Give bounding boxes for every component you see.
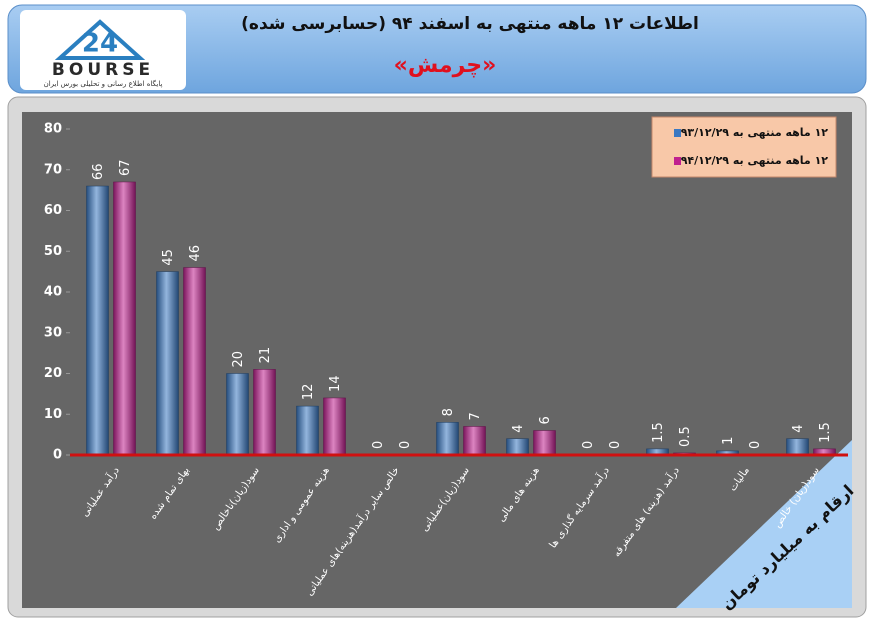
bar — [436, 422, 459, 456]
plot-panel — [22, 112, 852, 608]
value-label: 12 — [301, 384, 316, 401]
y-tick-label: 50 — [44, 244, 62, 259]
value-label: 0 — [748, 441, 763, 449]
page-subtitle: «چرمش» — [394, 53, 497, 78]
bar — [786, 438, 809, 456]
header-panel — [7, 4, 867, 94]
bar — [156, 271, 179, 456]
bar — [253, 369, 276, 456]
value-label: 66 — [91, 164, 106, 181]
y-tick-label: 80 — [44, 122, 62, 137]
y-tick-label: 70 — [44, 162, 62, 177]
legend-label: ۱۲ ماهه منتهی به ۹۳/۱۲/۲۹ — [681, 126, 829, 139]
value-label: 1.5 — [818, 422, 833, 443]
value-label: 4 — [511, 424, 526, 432]
logo-mark — [54, 19, 146, 60]
value-label: 67 — [118, 159, 133, 176]
bar — [323, 397, 346, 456]
logo-tagline: پایگاه اطلاع رسانی و تحلیلی بورس ایران — [44, 79, 163, 88]
value-label: 0 — [371, 441, 386, 449]
page-title: اطلاعات ۱۲ ماهه منتهی به اسفند ۹۴ (حسابر… — [241, 14, 699, 34]
value-label: 0 — [398, 441, 413, 449]
bar — [463, 426, 486, 456]
value-label: 0 — [608, 441, 623, 449]
value-label: 46 — [188, 245, 203, 262]
value-label: 0.5 — [678, 426, 693, 447]
value-label: 8 — [441, 408, 456, 416]
annotation-band — [676, 440, 852, 608]
bar — [226, 373, 249, 456]
value-label: 0 — [581, 441, 596, 449]
logo-box — [20, 10, 186, 90]
bar — [296, 405, 319, 456]
y-tick-label: 10 — [44, 407, 62, 422]
bar — [183, 267, 206, 456]
legend-box — [651, 116, 837, 178]
value-label: 45 — [161, 249, 176, 266]
bar — [113, 181, 136, 456]
value-label: 14 — [328, 375, 343, 392]
legend-label: ۱۲ ماهه منتهی به ۹۴/۱۲/۲۹ — [681, 154, 829, 167]
bar — [506, 438, 529, 456]
y-tick-label: 40 — [44, 285, 62, 300]
bar — [533, 430, 556, 456]
value-label: 1.5 — [651, 422, 666, 443]
value-label: 1 — [721, 437, 736, 445]
value-label: 20 — [231, 351, 246, 368]
value-label: 21 — [258, 347, 273, 364]
value-label: 4 — [791, 424, 806, 432]
y-tick-label: 60 — [44, 203, 62, 218]
logo-number: 24 — [82, 29, 118, 59]
value-label: 6 — [538, 416, 553, 424]
bar — [86, 185, 109, 456]
y-tick-label: 20 — [44, 366, 62, 381]
y-tick-label: 0 — [53, 448, 62, 463]
value-label: 7 — [468, 412, 483, 420]
legend-swatch — [674, 129, 681, 137]
logo-name: BOURSE — [52, 60, 154, 80]
legend-swatch — [674, 157, 681, 165]
y-tick-label: 30 — [44, 325, 62, 340]
